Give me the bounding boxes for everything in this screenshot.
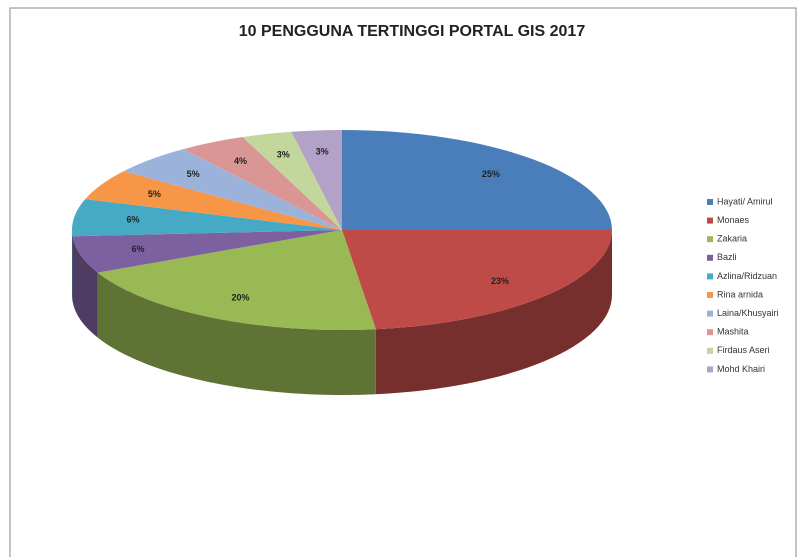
slice-side	[375, 230, 612, 395]
legend-swatch	[707, 236, 713, 243]
slice-side	[72, 230, 73, 302]
legend-swatch	[707, 292, 713, 298]
legend-label: Laina/Khusyairi	[717, 308, 779, 318]
slice	[72, 230, 343, 273]
data-label: 6%	[132, 244, 145, 254]
legend-label: Firdaus Aseri	[717, 345, 770, 355]
legend-label: Mohd Khairi	[717, 364, 765, 374]
data-label: 20%	[232, 293, 250, 303]
slice	[242, 131, 342, 230]
legend-swatch	[707, 347, 713, 354]
legend-label: Azlina/Ridzuan	[717, 271, 777, 281]
legend-swatch	[707, 366, 713, 373]
slice	[97, 230, 376, 330]
slice	[342, 130, 612, 230]
slice-side	[97, 272, 376, 395]
slice-side	[72, 236, 98, 338]
data-label: 3%	[316, 147, 329, 157]
data-label: 4%	[234, 156, 247, 166]
legend-swatch	[707, 217, 713, 224]
legend-label: Mashita	[717, 327, 749, 337]
legend-label: Rina arnida	[717, 289, 763, 299]
legend-label: Monaes	[717, 215, 750, 225]
slice	[72, 199, 342, 237]
data-label: 5%	[148, 189, 161, 199]
legend-swatch	[707, 273, 713, 280]
legend-label: Zakaria	[717, 234, 747, 244]
legend-swatch	[707, 199, 713, 205]
legend-swatch	[707, 254, 713, 261]
chart-title: 10 PENGGUNA TERTINGGI PORTAL GIS 2017	[239, 23, 586, 40]
slice	[183, 137, 342, 230]
slice	[123, 149, 342, 230]
slice	[291, 130, 342, 230]
legend-swatch	[707, 329, 713, 336]
legend-swatch	[707, 310, 713, 317]
data-label: 23%	[491, 276, 509, 286]
legend-label: Bazli	[717, 252, 737, 262]
data-label: 6%	[127, 215, 140, 225]
legend-label: Hayati/ Amirul	[717, 196, 773, 206]
data-label: 25%	[482, 169, 500, 179]
slice	[85, 171, 343, 230]
slice	[342, 230, 612, 330]
data-label: 3%	[277, 149, 290, 159]
data-label: 5%	[187, 169, 200, 179]
